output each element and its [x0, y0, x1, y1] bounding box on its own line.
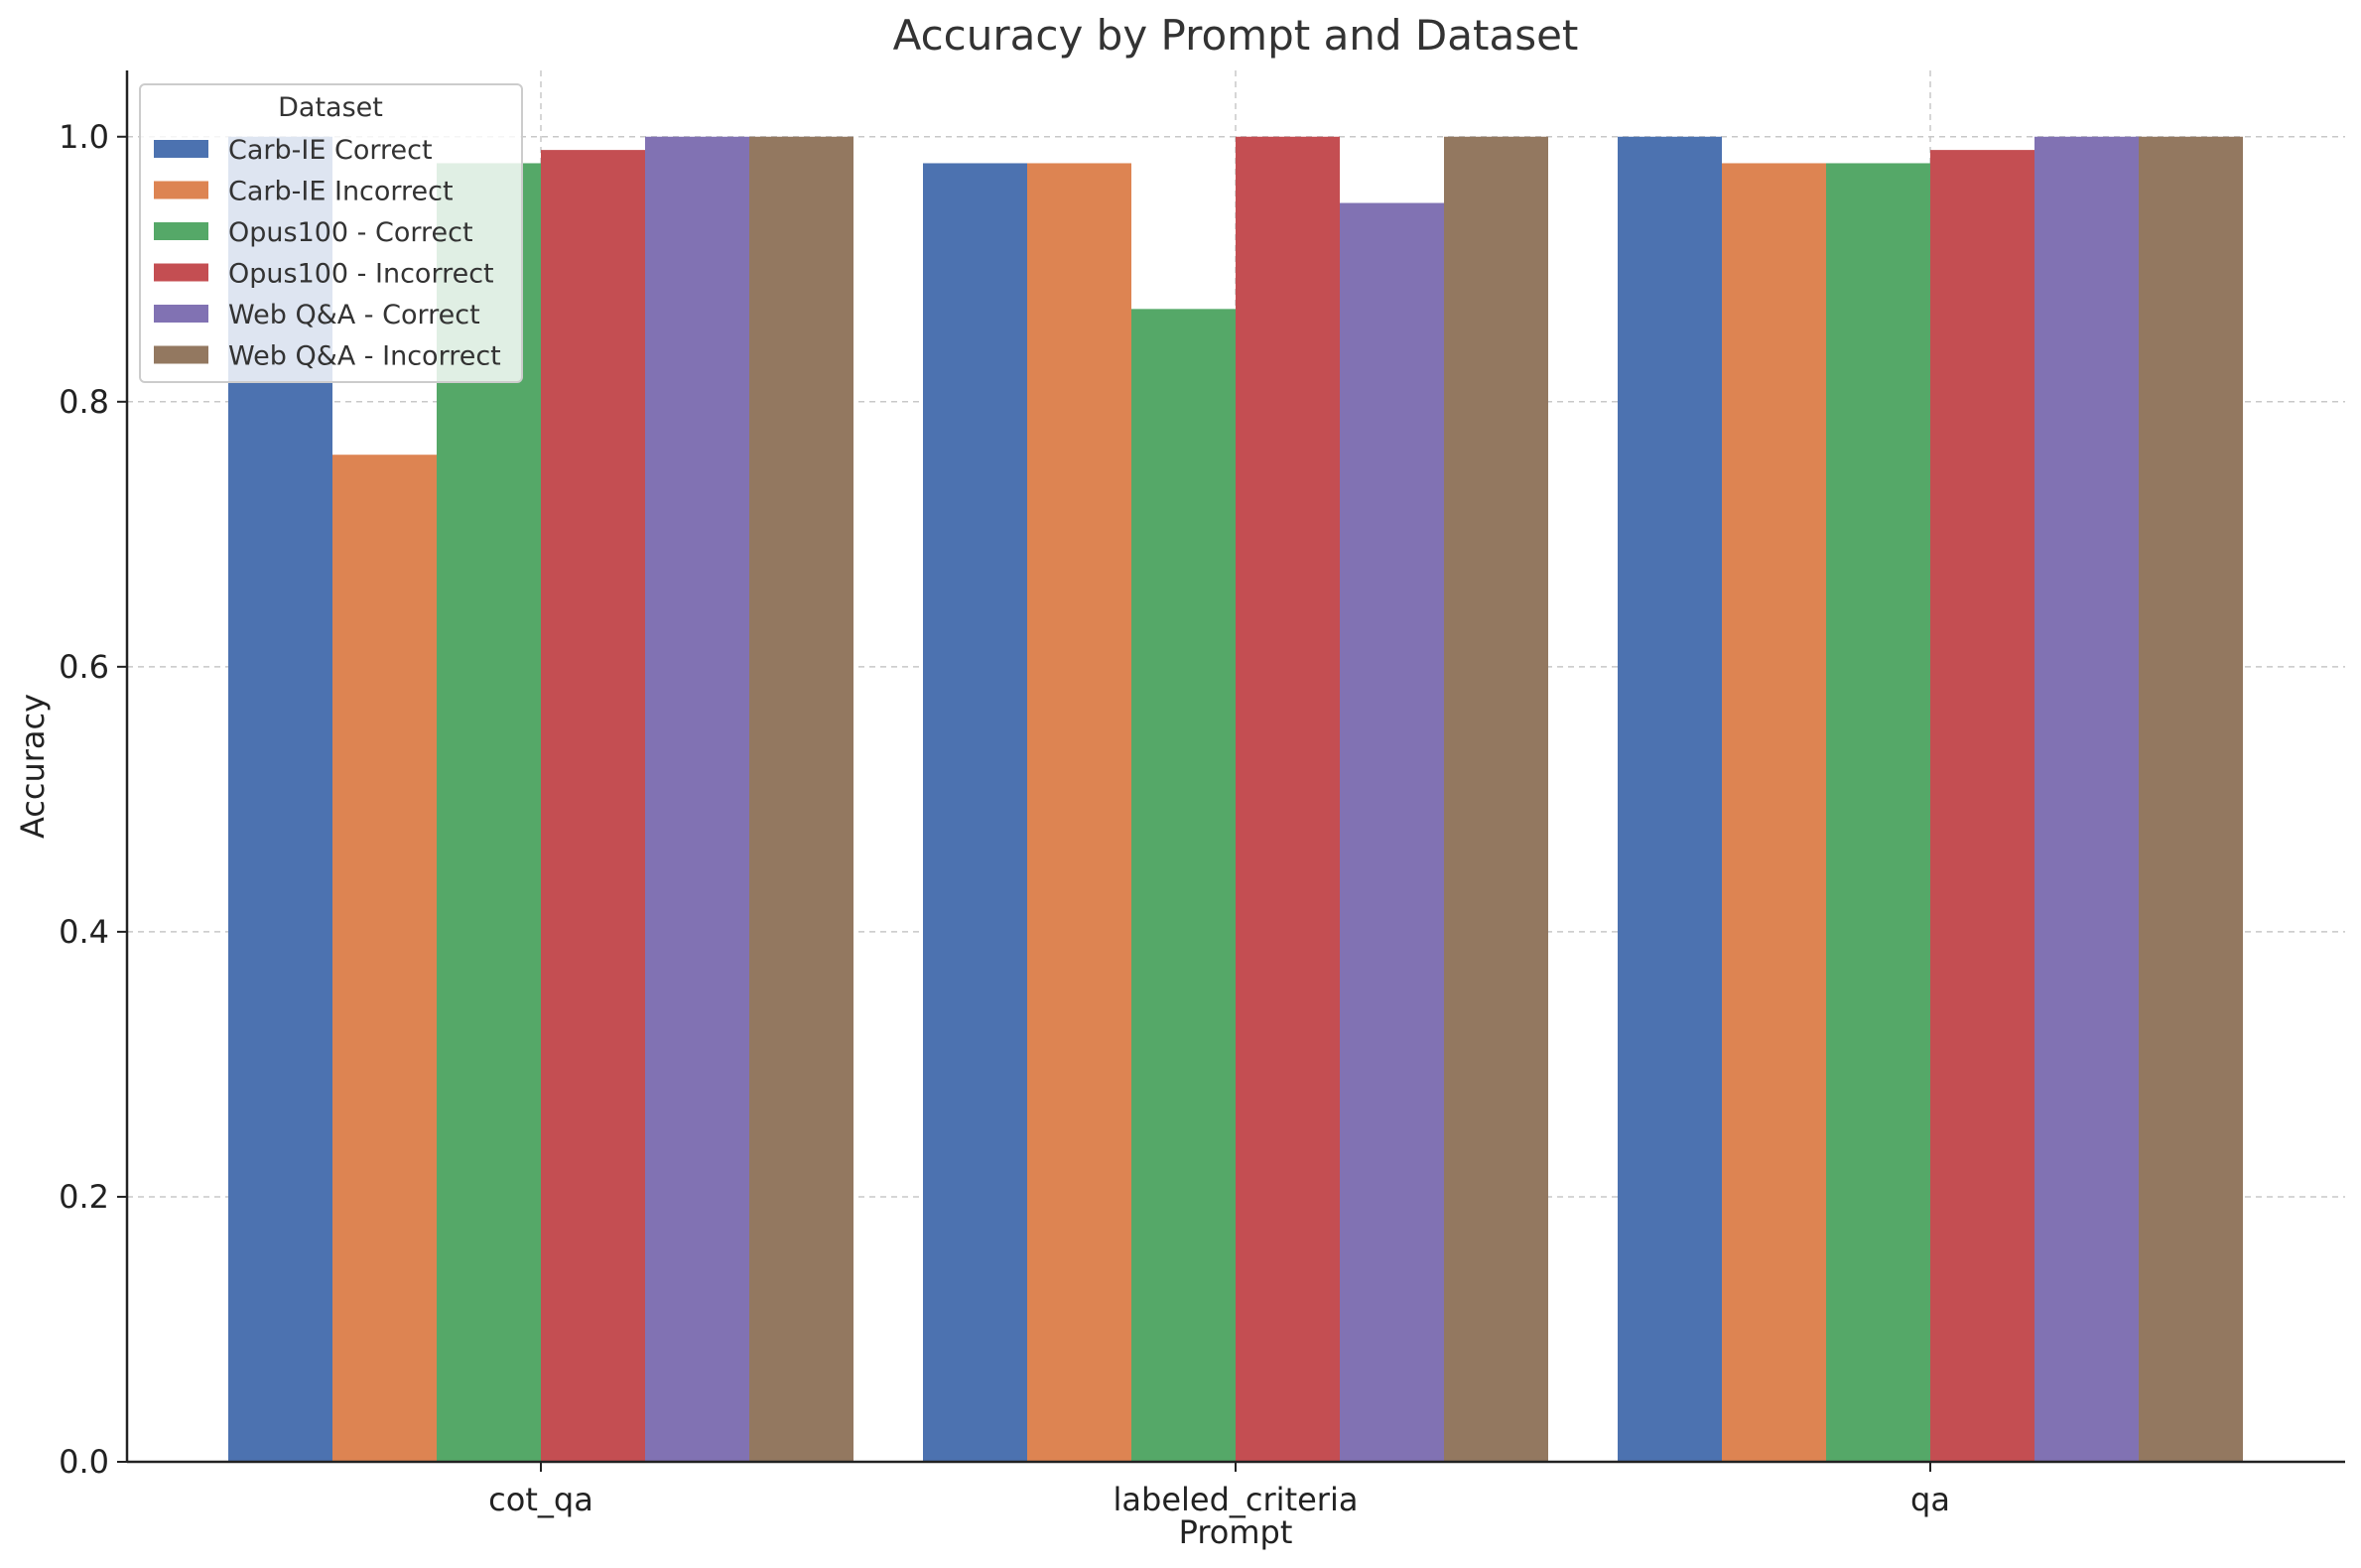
bar-web-q-a-incorrect-qa [2139, 136, 2243, 1462]
legend-swatch [154, 345, 208, 364]
bar-web-q-a-correct-labeled-criteria [1340, 202, 1444, 1462]
bar-opus100-incorrect-qa [1930, 150, 2034, 1463]
bar-carb-ie-correct-qa [1618, 136, 1722, 1462]
legend-box [139, 83, 523, 383]
y-tick-label: 0.4 [59, 913, 109, 951]
x-tick-label: qa [1910, 1481, 1950, 1518]
bar-carb-ie-correct-labeled-criteria [923, 163, 1027, 1462]
bar-opus100-incorrect-labeled-criteria [1236, 136, 1340, 1462]
legend-label: Carb-IE Incorrect [228, 177, 454, 207]
bar-carb-ie-incorrect-cot-qa [332, 455, 437, 1462]
legend-title: Dataset [278, 92, 383, 123]
y-ticks: 0.0 0.2 0.4 0.6 0.8 1.0 [59, 118, 127, 1481]
legend-swatch [154, 181, 208, 199]
bar-carb-ie-incorrect-labeled-criteria [1027, 163, 1131, 1462]
legend-swatch [154, 305, 208, 323]
x-tick-label: cot_qa [488, 1481, 593, 1518]
y-tick-label: 0.8 [59, 383, 109, 421]
legend-label: Web Q&A - Incorrect [228, 341, 501, 372]
legend-swatch [154, 263, 208, 282]
y-axis-title: Accuracy [14, 694, 52, 839]
bar-web-q-a-incorrect-cot-qa [749, 136, 853, 1462]
legend-swatch [154, 140, 208, 158]
bar-opus100-correct-qa [1826, 163, 1930, 1462]
y-tick-label: 1.0 [59, 118, 109, 156]
y-tick-label: 0.0 [59, 1443, 109, 1481]
x-axis-title: Prompt [1179, 1513, 1293, 1551]
x-ticks: cot_qa labeled_criteria qa [488, 1462, 1950, 1518]
legend-entries: Carb-IE Correct Carb-IE Incorrect Opus100 … [154, 135, 501, 372]
bar-opus100-correct-labeled-criteria [1131, 309, 1236, 1462]
bar-web-q-a-incorrect-labeled-criteria [1444, 136, 1548, 1462]
y-tick-label: 0.6 [59, 648, 109, 686]
legend: Dataset Carb-IE Correct Carb-IE Incorrect… [139, 83, 523, 383]
bar-opus100-incorrect-cot-qa [541, 150, 645, 1463]
legend-label: Carb-IE Correct [228, 135, 433, 166]
bar-web-q-a-correct-qa [2034, 136, 2139, 1462]
bars [228, 136, 2243, 1463]
legend-label: Web Q&A - Correct [228, 300, 480, 330]
legend-label: Opus100 - Incorrect [228, 259, 494, 290]
x-tick-label: labeled_criteria [1114, 1481, 1359, 1518]
bar-web-q-a-correct-cot-qa [645, 136, 749, 1462]
legend-swatch [154, 222, 208, 240]
chart-title: Accuracy by Prompt and Dataset [893, 11, 1579, 60]
y-tick-label: 0.2 [59, 1178, 109, 1216]
bar-carb-ie-incorrect-qa [1722, 163, 1826, 1462]
legend-label: Opus100 - Correct [228, 217, 473, 248]
